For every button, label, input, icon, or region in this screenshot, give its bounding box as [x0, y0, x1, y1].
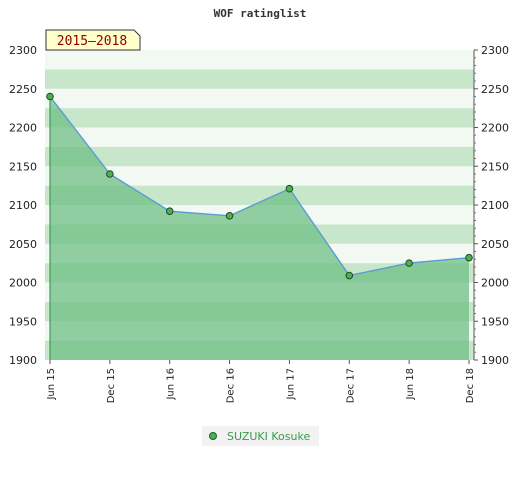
x-tick-label: Jun 17	[285, 368, 296, 401]
y-tick-label-left: 2000	[9, 277, 37, 290]
data-point	[46, 92, 54, 101]
background-band	[45, 127, 474, 147]
x-tick-label: Dec 15	[106, 368, 117, 403]
y-axis-right: 2300 2250 2200 2150 2100 2050 2000 1950 1900	[473, 44, 509, 367]
data-point	[345, 271, 354, 280]
x-tick-label: Jun 15	[46, 368, 57, 401]
x-tick-label: Dec 16	[226, 368, 237, 403]
y-tick-label-left: 2200	[9, 122, 37, 135]
x-tick-label: Dec 17	[345, 368, 356, 403]
series-line	[49, 96, 470, 277]
y-tick-label-right: 2050	[481, 238, 509, 251]
y-tick-label-left: 2250	[9, 83, 37, 96]
x-tick-label: Dec 18	[465, 368, 476, 403]
y-tick-label-right: 2200	[481, 122, 509, 135]
data-point	[405, 259, 413, 267]
data-point	[165, 207, 174, 215]
marker-layer	[46, 92, 473, 280]
background-band	[45, 50, 474, 70]
background-band	[45, 108, 474, 128]
y-tick-label-right: 1950	[481, 315, 509, 328]
data-point	[106, 170, 114, 178]
data-point	[465, 253, 473, 262]
background-band	[45, 146, 474, 167]
y-tick-label-right: 2100	[481, 199, 509, 212]
data-point	[225, 212, 234, 220]
y-tick-label-right: 2150	[481, 160, 509, 173]
y-tick-label-right: 2250	[481, 83, 509, 96]
y-tick-label-left: 1950	[9, 315, 37, 328]
y-tick-label-right: 2300	[481, 44, 509, 57]
legend-box	[202, 426, 319, 446]
background-band	[45, 166, 474, 186]
y-tick-label-left: 2100	[9, 199, 37, 212]
y-tick-label-left: 2150	[9, 160, 37, 173]
x-tick-label: Jun 16	[166, 368, 177, 401]
y-tick-label-left: 1900	[9, 354, 37, 367]
background-band	[45, 88, 474, 109]
x-tick-label: Jun 18	[405, 368, 416, 401]
chart-title: WOF ratinglist	[214, 7, 307, 20]
data-point	[285, 184, 294, 193]
x-axis: Jun 15 Dec 15 Jun 16 Dec 16 Jun 17 Dec 17 Jun …	[46, 360, 476, 403]
series-area	[50, 96, 469, 360]
legend: SUZUKI Kosuke	[202, 426, 319, 446]
y-tick-label-left: 2050	[9, 238, 37, 251]
y-tick-label-left: 2300	[9, 44, 37, 57]
line-layer	[49, 96, 470, 277]
period-badge: 2015—2018	[45, 29, 141, 51]
y-tick-label-right: 2000	[481, 277, 509, 290]
y-tick-label-right: 1900	[481, 354, 509, 367]
area-layer	[49, 96, 469, 360]
legend-marker	[209, 432, 217, 440]
legend-label: SUZUKI Kosuke	[227, 430, 310, 443]
period-badge-text: 2015—2018	[57, 34, 127, 49]
y-axis-left: 2300 2250 2200 2150 2100 2050 2000 1950 1900	[9, 44, 37, 367]
background-band	[45, 69, 474, 89]
period-badge-box	[45, 29, 141, 51]
